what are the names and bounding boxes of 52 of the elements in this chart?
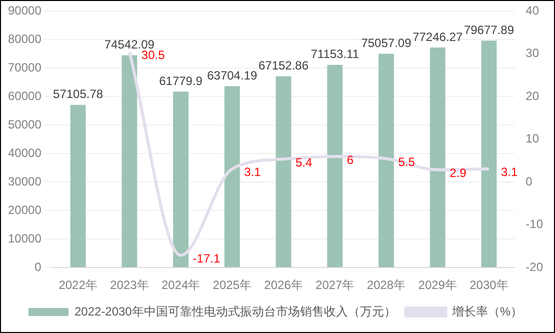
y-tick-label: 30000 bbox=[8, 174, 42, 188]
x-tick-label: 2023年 bbox=[110, 278, 149, 292]
y2-tick-label: 10 bbox=[526, 132, 540, 146]
data-label: 75057.09 bbox=[361, 36, 412, 50]
y2-tick-label: 0 bbox=[526, 174, 533, 188]
data-label: 57105.78 bbox=[53, 87, 104, 102]
x-tick-label: 2026年 bbox=[264, 278, 303, 292]
data-label: 63704.19 bbox=[207, 68, 258, 82]
y-tick-label: 10000 bbox=[8, 231, 42, 246]
x-tick-label: 2029年 bbox=[418, 278, 457, 292]
x-tick-label: 2022年 bbox=[58, 278, 98, 292]
data-label: 71153.11 bbox=[310, 47, 360, 62]
y-tick-label: 80000 bbox=[8, 32, 42, 46]
bar bbox=[327, 64, 343, 268]
legend-label: 增长率（%） bbox=[450, 304, 523, 318]
y-tick-label: 50000 bbox=[8, 117, 42, 132]
legend-label: 2022-2030年中国可靠性电动式振动台市场销售收入（万元） bbox=[74, 304, 396, 318]
data-label: 3.1 bbox=[500, 165, 518, 180]
bar bbox=[481, 40, 497, 268]
data-label: 61779.9 bbox=[159, 74, 203, 88]
data-label: 5.5 bbox=[398, 154, 416, 169]
y-tick-label: 40000 bbox=[8, 146, 42, 160]
data-label: 67152.86 bbox=[258, 58, 309, 73]
bar bbox=[70, 104, 86, 268]
data-label: 3.1 bbox=[244, 165, 262, 180]
x-tick-label: 2025年 bbox=[212, 278, 252, 292]
bar bbox=[276, 76, 292, 268]
y-tick-label: 90000 bbox=[8, 4, 42, 18]
bar bbox=[122, 55, 138, 268]
bar bbox=[378, 54, 394, 268]
data-label: 79677.89 bbox=[464, 22, 514, 37]
x-tick-label: 2030年 bbox=[470, 278, 508, 292]
y2-tick-label: 20 bbox=[526, 88, 540, 103]
x-tick-label: 2024年 bbox=[161, 278, 200, 292]
y2-tick-label: 30 bbox=[526, 46, 540, 60]
y-tick-label: 20000 bbox=[8, 202, 42, 217]
y-tick-label: 70000 bbox=[8, 60, 42, 74]
data-label: 6 bbox=[346, 152, 354, 167]
y2-tick-label: -20 bbox=[526, 260, 544, 274]
data-label: 5.4 bbox=[296, 155, 313, 170]
y-tick-label: 0 bbox=[34, 260, 42, 274]
data-label: 77246.27 bbox=[412, 30, 463, 44]
x-tick-label: 2028年 bbox=[366, 278, 406, 292]
bar bbox=[430, 48, 446, 268]
data-label: 2.9 bbox=[450, 166, 467, 180]
data-label: -17.1 bbox=[192, 252, 220, 266]
bar bbox=[224, 86, 240, 268]
y2-tick-label: -10 bbox=[526, 217, 544, 232]
bar bbox=[173, 92, 188, 268]
y2-tick-label: 40 bbox=[526, 4, 540, 18]
x-tick-label: 2027年 bbox=[316, 278, 354, 292]
y-tick-label: 60000 bbox=[8, 88, 42, 103]
